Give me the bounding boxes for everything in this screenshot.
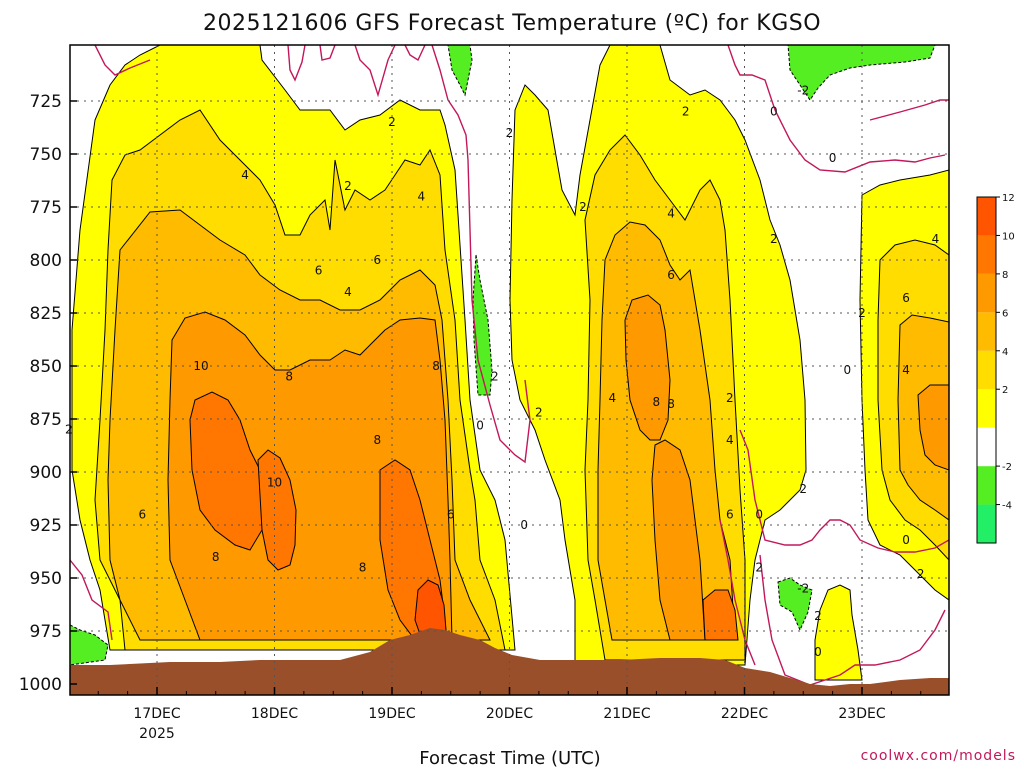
contour-label: 4 bbox=[241, 168, 249, 182]
y-tick-label: 750 bbox=[30, 145, 62, 165]
contour-label: 8 bbox=[373, 433, 381, 447]
contour-label: -2 bbox=[797, 582, 809, 596]
contour-label: 6 bbox=[373, 253, 381, 267]
contour-label: 2 bbox=[917, 567, 925, 581]
y-tick-label: 800 bbox=[30, 251, 62, 271]
colorbar-tick-label: 8 bbox=[1002, 270, 1008, 281]
x-tick-label: 21DEC bbox=[603, 706, 650, 722]
y-tick-label: 775 bbox=[30, 198, 62, 218]
colorbar-frame bbox=[976, 196, 997, 544]
colorbar-tick-label: 2 bbox=[1002, 385, 1008, 396]
contour-label: 8 bbox=[653, 395, 661, 409]
contour-label: 2 bbox=[726, 391, 734, 405]
chart-title: 2025121606 GFS Forecast Temperature (ºC)… bbox=[203, 11, 821, 36]
contour-label: 2 bbox=[65, 423, 73, 437]
band-12-14 bbox=[414, 579, 447, 641]
y-tick-label: 900 bbox=[30, 463, 62, 483]
contour-label: 4 bbox=[418, 189, 426, 203]
contour-label: 2 bbox=[755, 560, 763, 574]
colorbar-tick-label: -4 bbox=[1002, 501, 1012, 512]
colorbar-tick-label: -2 bbox=[1002, 462, 1012, 473]
contour-label: 2 bbox=[344, 179, 352, 193]
colorbar-swatch bbox=[977, 273, 996, 313]
band-8-10 bbox=[167, 294, 949, 641]
contour-label: 2 bbox=[535, 406, 543, 420]
contour-label: 2 bbox=[579, 200, 587, 214]
contour-label: 2 bbox=[506, 126, 514, 140]
contour-label: 4 bbox=[932, 232, 940, 246]
contour-label: 4 bbox=[902, 363, 910, 377]
contour-label: 0 bbox=[520, 518, 528, 532]
contour-label: 6 bbox=[902, 291, 910, 305]
contour-label: 2 bbox=[770, 232, 778, 246]
colorbar-tick-label: 4 bbox=[1002, 347, 1008, 358]
colorbar-swatch bbox=[977, 312, 996, 351]
band-neg2-neg4 bbox=[70, 45, 936, 666]
contour-label: 10 bbox=[193, 359, 208, 373]
x-axis: 17DEC 18DEC 19DEC 20DEC 21DEC 22DEC 23DEC bbox=[97, 687, 922, 722]
contour-label: 0 bbox=[843, 363, 851, 377]
contour-label: 6 bbox=[667, 268, 675, 282]
y-tick-label: 875 bbox=[30, 410, 62, 430]
x-tick-label: 20DEC bbox=[486, 706, 533, 722]
y-tick-label: 925 bbox=[30, 516, 62, 536]
y-tick-label: 1000 bbox=[19, 675, 62, 695]
contour-label: 0 bbox=[814, 645, 822, 659]
y-axis: 725 750 775 800 825 850 875 900 925 950 975 1000 bbox=[19, 92, 77, 695]
x-tick-label: 17DEC bbox=[133, 706, 180, 722]
contour-label: 2 bbox=[814, 609, 822, 623]
colorbar: -4 -2 2 4 6 8 10 12 bbox=[976, 193, 1015, 544]
colorbar-swatch bbox=[977, 235, 996, 274]
contour-label: 2 bbox=[388, 115, 396, 129]
colorbar-swatch bbox=[977, 197, 996, 236]
colorbar-tick-label: 10 bbox=[1002, 231, 1015, 242]
y-tick-label: 975 bbox=[30, 622, 62, 642]
contour-label: 2 bbox=[799, 482, 807, 496]
contour-label: 0 bbox=[770, 105, 778, 119]
plot-area bbox=[70, 45, 949, 695]
contour-label: 6 bbox=[726, 507, 734, 521]
x-axis-year-label: 2025 bbox=[139, 726, 175, 742]
colorbar-tick-label: 6 bbox=[1002, 308, 1008, 319]
credit-text: coolwx.com/models bbox=[861, 748, 1016, 764]
contour-label: 2 bbox=[491, 370, 499, 384]
contour-label: 4 bbox=[667, 206, 675, 220]
contour-label: 0 bbox=[755, 507, 763, 521]
x-tick-label: 22DEC bbox=[721, 706, 768, 722]
contour-label: 10 bbox=[267, 476, 282, 490]
contour-label: 0 bbox=[902, 533, 910, 547]
y-tick-label: 725 bbox=[30, 92, 62, 112]
y-tick-label: 950 bbox=[30, 569, 62, 589]
contour-label: 8 bbox=[432, 359, 440, 373]
contour-label: 6 bbox=[315, 264, 323, 278]
x-tick-label: 18DEC bbox=[251, 706, 298, 722]
contour-label: 2 bbox=[682, 105, 690, 119]
x-axis-title: Forecast Time (UTC) bbox=[419, 748, 600, 768]
contour-label: 8 bbox=[285, 370, 293, 384]
colorbar-swatch bbox=[977, 389, 996, 428]
contour-label: 8 bbox=[212, 550, 220, 564]
contour-label: 2 bbox=[858, 306, 866, 320]
colorbar-swatch bbox=[977, 350, 996, 390]
x-tick-label: 19DEC bbox=[368, 706, 415, 722]
contour-label: 8 bbox=[359, 560, 367, 574]
colorbar-swatch bbox=[977, 427, 996, 467]
colorbar-swatch bbox=[977, 466, 996, 505]
y-tick-label: 825 bbox=[30, 304, 62, 324]
colorbar-tick-label: 12 bbox=[1002, 193, 1015, 204]
x-tick-label: 23DEC bbox=[838, 706, 885, 722]
contour-label: 6 bbox=[138, 507, 146, 521]
contour-label: 4 bbox=[608, 391, 616, 405]
contour-label: 6 bbox=[447, 507, 455, 521]
contour-label: 0 bbox=[829, 151, 837, 165]
y-tick-label: 850 bbox=[30, 357, 62, 377]
contour-label: 0 bbox=[476, 418, 484, 432]
contour-label: 4 bbox=[344, 285, 352, 299]
contour-label: 8 bbox=[667, 397, 675, 411]
contour-label: -2 bbox=[797, 83, 809, 97]
contour-label: 4 bbox=[726, 433, 734, 447]
colorbar-swatch bbox=[977, 504, 996, 543]
